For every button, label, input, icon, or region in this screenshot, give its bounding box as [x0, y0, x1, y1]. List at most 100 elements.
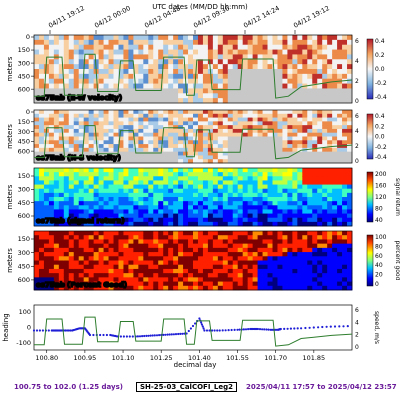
heatmap-cell	[237, 239, 244, 245]
heatmap-cell	[98, 155, 104, 160]
heatmap-cell	[34, 273, 40, 278]
heatmap-cell	[178, 69, 184, 75]
heatmap-cell	[342, 88, 348, 94]
heatmap-cell	[207, 277, 214, 282]
heatmap-cell	[163, 159, 169, 164]
heatmap-cell	[277, 201, 283, 206]
heatmap-cell	[63, 277, 70, 282]
heatmap-cell	[148, 35, 154, 41]
heatmap-cell	[63, 205, 70, 210]
heatmap-cell	[257, 221, 263, 227]
heatmap-cell	[207, 144, 214, 149]
heatmap-cell	[153, 273, 159, 278]
heading-point	[205, 329, 209, 332]
heatmap-cell	[227, 268, 234, 274]
heatmap-cell	[327, 201, 333, 206]
heatmap-cell	[272, 168, 278, 173]
heatmap-cell	[252, 88, 258, 94]
heatmap-cell	[68, 83, 75, 89]
heatmap-cell	[123, 176, 129, 181]
heatmap-cell	[217, 78, 224, 84]
heatmap-cell	[113, 252, 119, 257]
heatmap-cell	[123, 188, 129, 194]
heatmap-cell	[257, 217, 263, 223]
heatmap-cell	[292, 192, 298, 198]
heatmap-cell	[53, 98, 60, 104]
heatmap-cell	[342, 64, 348, 70]
heatmap-cell	[34, 281, 40, 287]
heatmap-cell	[48, 88, 55, 94]
heatmap-cell	[247, 147, 254, 153]
heatmap-cell	[302, 110, 308, 115]
heatmap-cell	[312, 192, 318, 198]
heatmap-cell	[217, 49, 224, 55]
heatmap-cell	[73, 98, 80, 104]
heatmap-cell	[63, 140, 70, 145]
heatmap-cell	[237, 159, 244, 164]
heatmap-cell	[128, 172, 134, 177]
heatmap-cell	[123, 273, 129, 278]
heatmap-cell	[272, 117, 278, 122]
heatmap-cell	[302, 132, 308, 137]
heatmap-cell	[217, 151, 224, 156]
heatmap-cell	[158, 73, 164, 80]
heatmap-cell	[227, 73, 234, 80]
heatmap-cell	[93, 151, 99, 156]
heatmap-cell	[138, 213, 144, 219]
heatmap-cell	[133, 83, 139, 89]
heatmap-cell	[113, 247, 119, 253]
heatmap-cell	[48, 213, 55, 219]
heatmap-cell	[108, 205, 114, 210]
heading-point	[92, 333, 95, 337]
heatmap-cell	[257, 39, 263, 46]
heatmap-cell	[93, 35, 99, 41]
heatmap-cell	[297, 44, 303, 50]
heatmap-cell	[34, 197, 40, 202]
heatmap-cell	[277, 117, 283, 122]
heatmap-cell	[143, 83, 149, 89]
heatmap-cell	[63, 128, 70, 134]
heatmap-cell	[163, 252, 169, 257]
heatmap-cell	[342, 197, 348, 202]
heatmap-cell	[118, 59, 124, 65]
heatmap-cell	[38, 144, 45, 149]
heatmap-cell	[252, 113, 258, 118]
heatmap-cell	[93, 159, 99, 164]
heatmap-cell	[193, 235, 199, 240]
heatmap-cell	[118, 136, 124, 141]
heatmap-cell	[83, 35, 90, 41]
panel-frame	[33, 34, 353, 104]
heatmap-cell	[237, 73, 244, 80]
heatmap-cell	[73, 264, 80, 270]
heatmap-cell	[312, 151, 318, 156]
heatmap-cell	[217, 273, 224, 278]
heatmap-cell	[272, 113, 278, 118]
heatmap-cell	[312, 184, 318, 190]
heatmap-cell	[292, 113, 298, 118]
heatmap-cell	[143, 151, 149, 156]
heatmap-cell	[168, 273, 174, 278]
heatmap-cell	[272, 59, 278, 65]
heatmap-cell	[88, 252, 95, 257]
heatmap-cell	[73, 140, 80, 145]
heatmap-cell	[153, 132, 159, 137]
heading-point	[67, 329, 70, 332]
heatmap-cell	[53, 209, 60, 214]
heatmap-cell	[68, 147, 75, 153]
heatmap-cell	[193, 128, 199, 134]
heatmap-cell	[282, 147, 288, 153]
heading-point	[202, 327, 205, 330]
heatmap-cell	[78, 59, 85, 65]
heatmap-cell	[93, 98, 99, 104]
heatmap-cell	[48, 132, 55, 137]
heatmap-cell	[267, 140, 273, 145]
heatmap-cell	[212, 35, 219, 41]
heatmap-cell	[143, 93, 149, 99]
heatmap-cell	[58, 73, 65, 80]
heatmap-cell	[83, 125, 90, 130]
panel-frame	[33, 109, 353, 164]
heatmap-cell	[207, 217, 214, 223]
heatmap-cell	[262, 197, 268, 202]
heatmap-cell	[297, 128, 303, 134]
heatmap-cell	[202, 168, 209, 173]
